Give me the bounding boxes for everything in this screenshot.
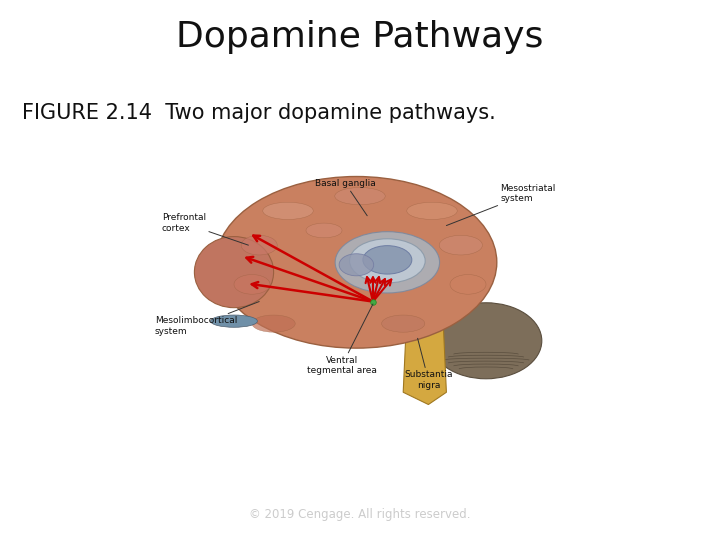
Ellipse shape (407, 202, 457, 219)
Ellipse shape (241, 235, 277, 255)
Ellipse shape (336, 232, 439, 293)
Text: Mesostriatal
system: Mesostriatal system (446, 184, 556, 226)
Ellipse shape (363, 246, 412, 274)
Ellipse shape (252, 315, 295, 332)
Text: Substantia
nigra: Substantia nigra (404, 339, 453, 390)
Ellipse shape (339, 254, 374, 276)
Ellipse shape (263, 202, 313, 219)
Text: Prefrontal
cortex: Prefrontal cortex (162, 213, 248, 245)
Ellipse shape (350, 239, 426, 283)
Text: Mesolimbocortical
system: Mesolimbocortical system (155, 301, 259, 336)
Ellipse shape (216, 177, 497, 348)
Text: Ventral
tegmental area: Ventral tegmental area (307, 304, 377, 375)
Text: FIGURE 2.14  Two major dopamine pathways.: FIGURE 2.14 Two major dopamine pathways. (22, 103, 495, 123)
Ellipse shape (234, 274, 270, 294)
Ellipse shape (439, 235, 482, 255)
Text: © 2019 Cengage. All rights reserved.: © 2019 Cengage. All rights reserved. (249, 508, 471, 521)
Text: ✱: ✱ (8, 505, 24, 523)
Ellipse shape (210, 315, 258, 327)
Ellipse shape (194, 237, 274, 308)
Text: Dopamine Pathways: Dopamine Pathways (176, 19, 544, 53)
Text: Basal ganglia: Basal ganglia (315, 179, 376, 216)
Ellipse shape (382, 315, 425, 332)
Ellipse shape (306, 223, 342, 238)
Ellipse shape (450, 274, 486, 294)
Ellipse shape (335, 187, 385, 205)
Text: CENGAGE: CENGAGE (40, 507, 114, 521)
Ellipse shape (382, 244, 410, 256)
Ellipse shape (431, 303, 542, 379)
Polygon shape (403, 314, 446, 404)
